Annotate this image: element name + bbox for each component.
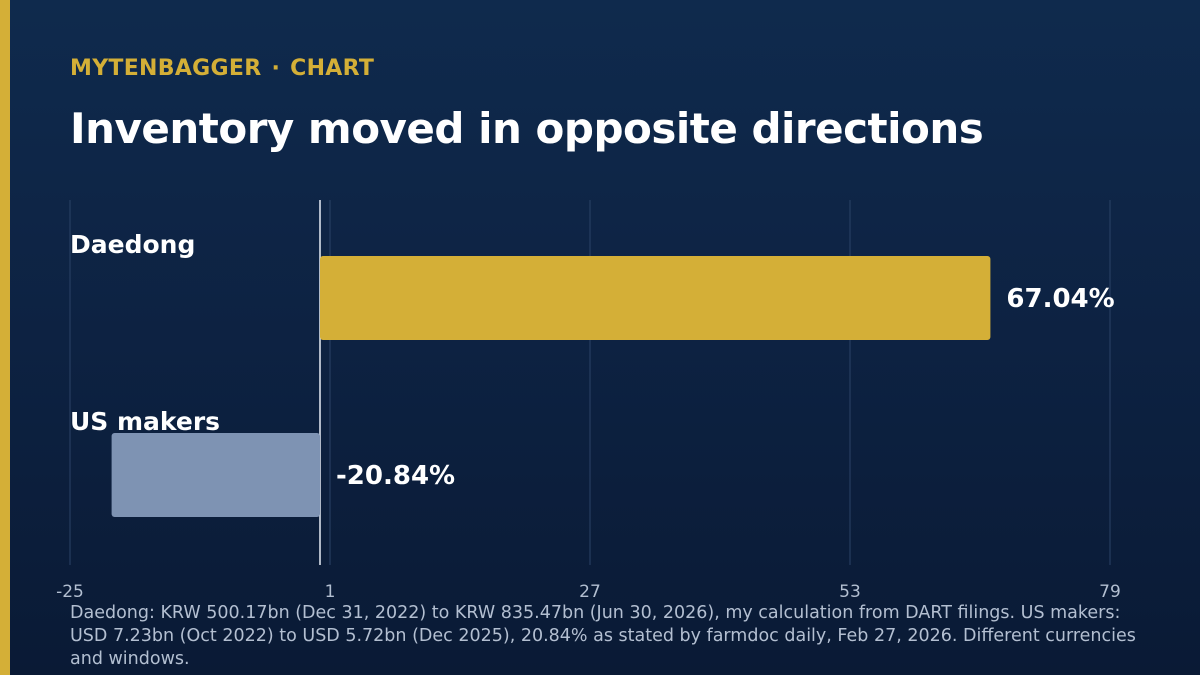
chart-title: Inventory moved in opposite directions xyxy=(70,104,984,153)
x-tick-label: 53 xyxy=(839,582,861,602)
value-label: 67.04% xyxy=(1006,284,1114,314)
x-tick-label: -25 xyxy=(56,582,84,602)
x-tick-label: 27 xyxy=(579,582,601,602)
x-tick-label: 1 xyxy=(325,582,336,602)
accent-bar xyxy=(0,0,10,675)
category-label: US makers xyxy=(70,407,220,436)
bar xyxy=(320,256,991,340)
source-note: Daedong: KRW 500.17bn (Dec 31, 2022) to … xyxy=(70,603,1136,669)
category-label: Daedong xyxy=(70,230,195,259)
kicker-brand: MYTENBAGGER xyxy=(70,56,262,81)
kicker-section: CHART xyxy=(290,56,375,81)
kicker: MYTENBAGGER · CHART xyxy=(70,56,374,81)
x-tick-label: 79 xyxy=(1099,582,1121,602)
bar xyxy=(111,433,320,517)
kicker-separator: · xyxy=(271,56,281,81)
value-label: -20.84% xyxy=(336,461,455,491)
